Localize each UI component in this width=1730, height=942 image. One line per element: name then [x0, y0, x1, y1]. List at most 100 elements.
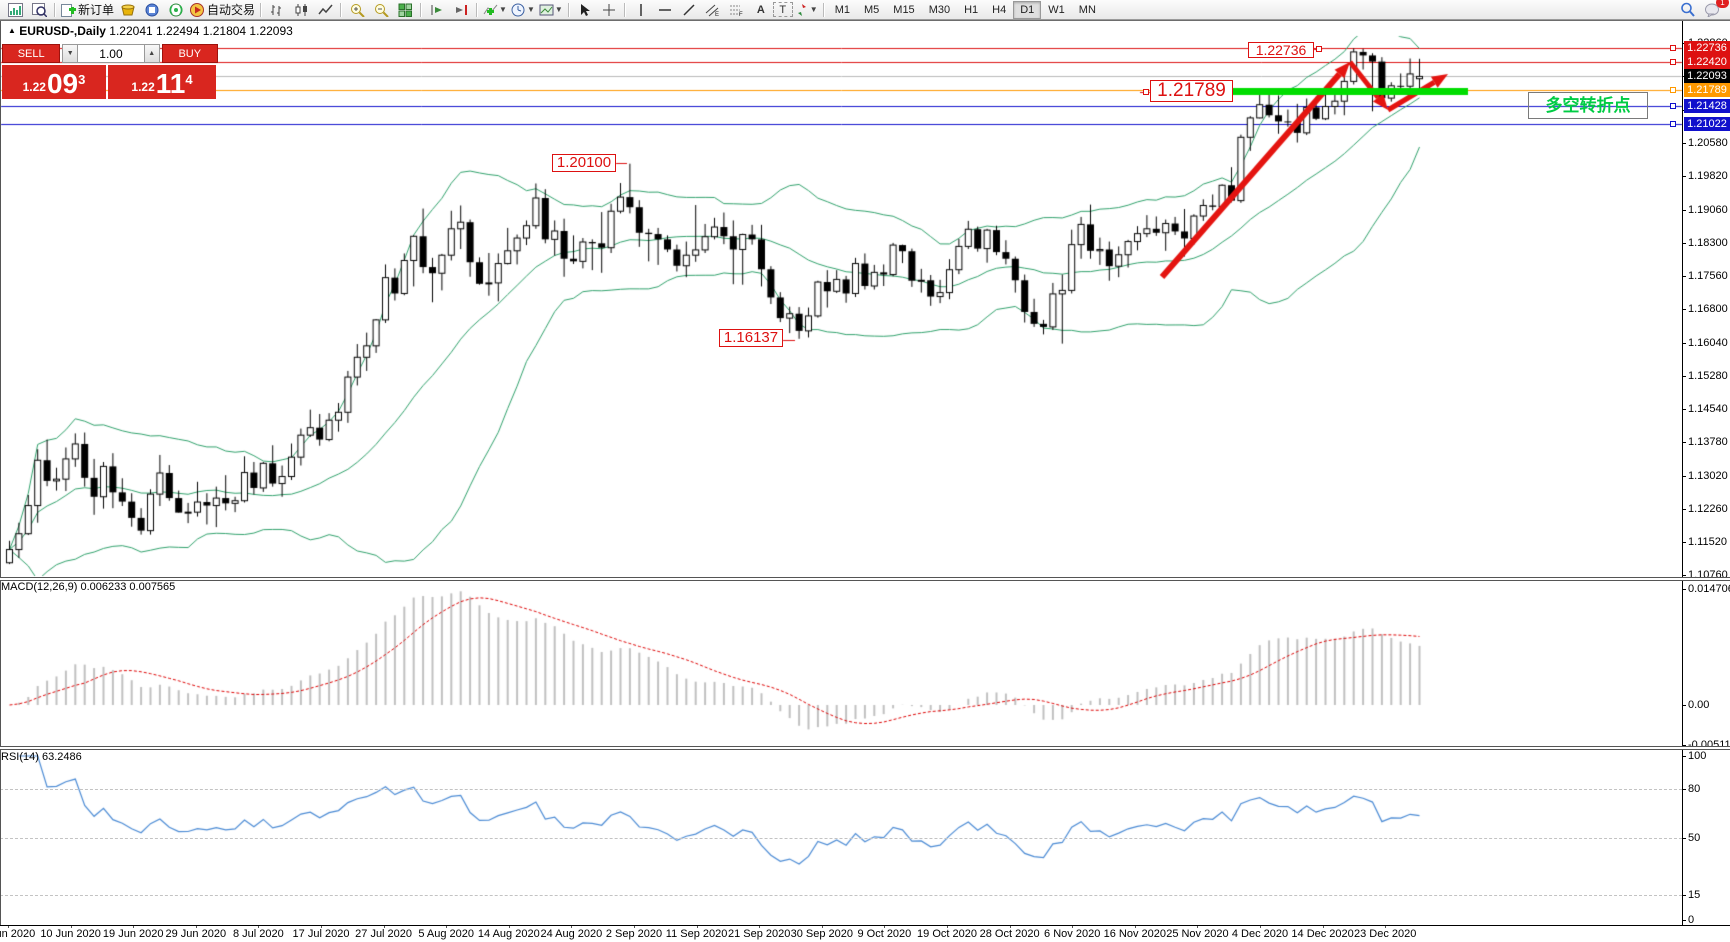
date-axis-label: 1 Jun 2020 — [0, 928, 36, 940]
trendline-tool-icon[interactable] — [677, 1, 701, 19]
indicators-menu-button[interactable]: ▼ — [481, 1, 509, 19]
price-axis-tick: 1.19820 — [1688, 170, 1728, 183]
timeframe-mn[interactable]: MN — [1078, 3, 1096, 16]
timeframe-m30[interactable]: M30 — [928, 3, 951, 16]
candlestick-chart-icon[interactable] — [289, 1, 313, 19]
timeframe-w1[interactable]: W1 — [1048, 3, 1065, 16]
text-tool-icon[interactable]: A — [756, 3, 765, 16]
timeframe-m5[interactable]: M5 — [864, 3, 880, 16]
market-watch-icon[interactable] — [27, 1, 51, 19]
signals-icon[interactable] — [164, 1, 188, 19]
date-tick-mark — [571, 925, 573, 928]
price-axis-tick: 1.16040 — [1688, 336, 1728, 349]
volume-increase-button[interactable]: ▲ — [143, 44, 160, 63]
cursor-tool-icon[interactable] — [573, 1, 597, 19]
price-axis-tick: 1.20580 — [1688, 137, 1728, 149]
date-axis-label: 28 Oct 2020 — [979, 928, 1040, 940]
notification-badge: 1 — [1716, 0, 1729, 8]
notifications-icon[interactable]: 1 — [1700, 0, 1729, 19]
date-tick-mark — [1072, 925, 1074, 928]
line-chart-icon[interactable] — [313, 1, 337, 19]
date-axis-label: 19 Jun 2020 — [102, 928, 164, 940]
date-tick-mark — [1260, 925, 1261, 928]
buy-button[interactable]: BUY — [161, 44, 218, 63]
rsi-axis-tick: 0 — [1688, 914, 1695, 926]
buy-price-display[interactable]: 1.22 11 4 — [108, 65, 216, 99]
price-tick-mark — [1682, 342, 1686, 344]
chart-shift-icon[interactable] — [449, 1, 473, 19]
auto-scroll-icon[interactable] — [425, 1, 449, 19]
line-handle[interactable] — [1670, 120, 1676, 127]
rsi-pane-splitter[interactable] — [0, 746, 1730, 750]
autotrading-button[interactable]: 自动交易 — [188, 1, 257, 19]
turning-point-note[interactable]: 多空转折点 — [1528, 92, 1648, 119]
line-handle[interactable] — [1670, 86, 1676, 93]
fibonacci-tool-icon[interactable]: F — [725, 1, 749, 19]
zoom-out-icon[interactable] — [369, 1, 393, 19]
date-tick-mark — [133, 925, 135, 928]
horizontal-line-tool-icon[interactable] — [653, 1, 677, 19]
date-tick-mark — [759, 925, 761, 928]
price-axis-tick: 1.12260 — [1688, 503, 1728, 516]
timeframe-d1[interactable]: D1 — [1013, 0, 1042, 19]
price-tick-mark — [1682, 541, 1686, 543]
periods-menu-button[interactable]: ▼ — [509, 1, 537, 19]
line-handle[interactable] — [1670, 59, 1676, 66]
date-tick-mark — [508, 925, 510, 928]
price-annotation[interactable]: 1.20100 — [552, 154, 616, 172]
chart-list-marker[interactable]: ▲ — [8, 26, 16, 35]
toolbar-separator — [420, 2, 423, 17]
annotation-handle[interactable] — [1316, 46, 1322, 52]
annotation-handle[interactable] — [1143, 89, 1149, 95]
price-axis-tick: 1.18300 — [1688, 237, 1728, 250]
toolbar-separator — [260, 2, 263, 17]
search-icon[interactable] — [1676, 1, 1700, 19]
date-tick-mark — [1009, 925, 1011, 928]
price-tick-mark — [1682, 275, 1686, 277]
price-annotation[interactable]: 1.22736 — [1248, 42, 1314, 58]
price-level-tag: 1.21022 — [1684, 116, 1730, 131]
sell-button[interactable]: SELL — [2, 44, 61, 63]
date-axis-label: 2 Sep 2020 — [605, 928, 663, 940]
new-chart-icon[interactable] — [3, 1, 27, 19]
date-axis-label: 9 Oct 2020 — [857, 928, 912, 940]
line-handle[interactable] — [1670, 102, 1676, 109]
price-axis-tick: 1.15280 — [1688, 370, 1728, 383]
date-tick-mark — [258, 925, 260, 928]
volume-decrease-button[interactable]: ▼ — [62, 44, 78, 63]
new-order-button[interactable]: 新订单 — [59, 1, 116, 19]
templates-menu-button[interactable]: ▼ — [537, 1, 565, 19]
timeframe-m1[interactable]: M1 — [834, 3, 850, 16]
price-level-tag: 1.22736 — [1684, 41, 1730, 56]
date-tick-mark — [446, 925, 448, 928]
zoom-in-icon[interactable] — [345, 1, 369, 19]
chart-left-border — [0, 21, 1, 925]
price-tick-mark — [1682, 209, 1686, 211]
bar-chart-icon[interactable] — [265, 1, 289, 19]
tile-windows-icon[interactable] — [393, 1, 417, 19]
chart-title: ▲ EURUSD-,Daily 1.22041 1.22494 1.21804 … — [8, 24, 293, 38]
timeframe-h4[interactable]: H4 — [992, 3, 1007, 16]
macd-pane-splitter[interactable] — [0, 577, 1730, 581]
vertical-line-tool-icon[interactable] — [629, 1, 653, 19]
buy-price-prefix: 1.22 — [131, 80, 155, 94]
price-annotation[interactable]: 1.16137 — [719, 329, 783, 347]
line-handle[interactable] — [1670, 45, 1676, 52]
date-tick-mark — [8, 925, 9, 928]
arrows-tool-button[interactable]: ▼ — [793, 1, 820, 19]
symbol-period-label: EURUSD-,Daily — [19, 24, 106, 38]
price-tick-mark — [1682, 309, 1686, 311]
timeframe-h1[interactable]: H1 — [964, 3, 979, 16]
timeframe-m15[interactable]: M15 — [893, 3, 915, 16]
text-label-tool-icon[interactable]: T — [772, 2, 793, 17]
crosshair-tool-icon[interactable] — [597, 1, 621, 19]
volume-input[interactable] — [77, 44, 144, 63]
date-axis-label: 16 Nov 2020 — [1103, 928, 1166, 940]
equidistant-channel-tool-icon[interactable]: E — [701, 1, 725, 19]
price-annotation[interactable]: 1.21789 — [1150, 80, 1233, 102]
metaeditor-icon[interactable] — [140, 1, 164, 19]
sell-price-display[interactable]: 1.22 09 3 — [2, 65, 106, 99]
market-depth-icon[interactable] — [116, 1, 140, 19]
